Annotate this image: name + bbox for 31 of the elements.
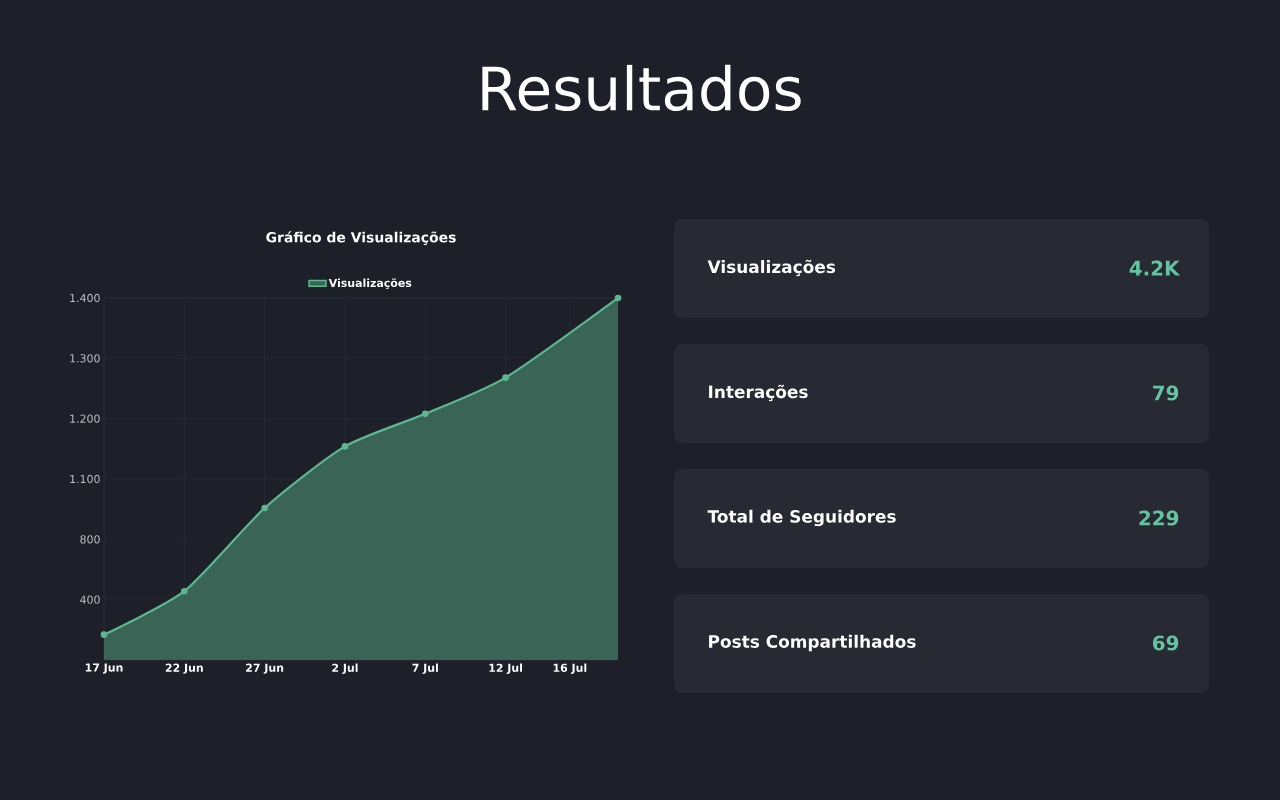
point [100,631,108,638]
text: Total de Seguidores [707,509,896,527]
point [341,443,349,450]
text: 1.200 [70,414,100,423]
x-tick-label: 12 Jul [489,663,522,675]
text: Visualizações [707,259,836,277]
point [502,374,509,381]
text: 4.2K [1129,260,1181,276]
text: 1.400 [70,293,100,303]
x-tick-label: 27 Jun [246,663,284,674]
legend-label: Visualizações [328,278,412,290]
chart-title: Gráfico de Visualizações [266,231,456,246]
point [181,587,188,595]
text: 229 [1139,510,1179,526]
x-tick-label: 2 Jul [332,663,358,675]
x-tick-label: 7 Jul [412,663,438,675]
x-tick-label: 22 Jun [165,663,203,674]
text: 1.300 [70,354,100,363]
text: 1.100 [70,474,100,484]
point [261,504,268,512]
text: 400 [80,595,100,604]
text: 79 [1153,385,1179,401]
text: Interações [709,384,808,402]
x-tick-label: 17 Jun [85,663,123,674]
point [421,410,429,418]
text: Posts Compartilhados [709,634,916,652]
text: 800 [80,535,100,544]
text: Resultados [482,64,801,112]
x-tick-label: 16 Jul [553,663,587,675]
text: 69 [1153,635,1179,651]
point [614,294,622,302]
